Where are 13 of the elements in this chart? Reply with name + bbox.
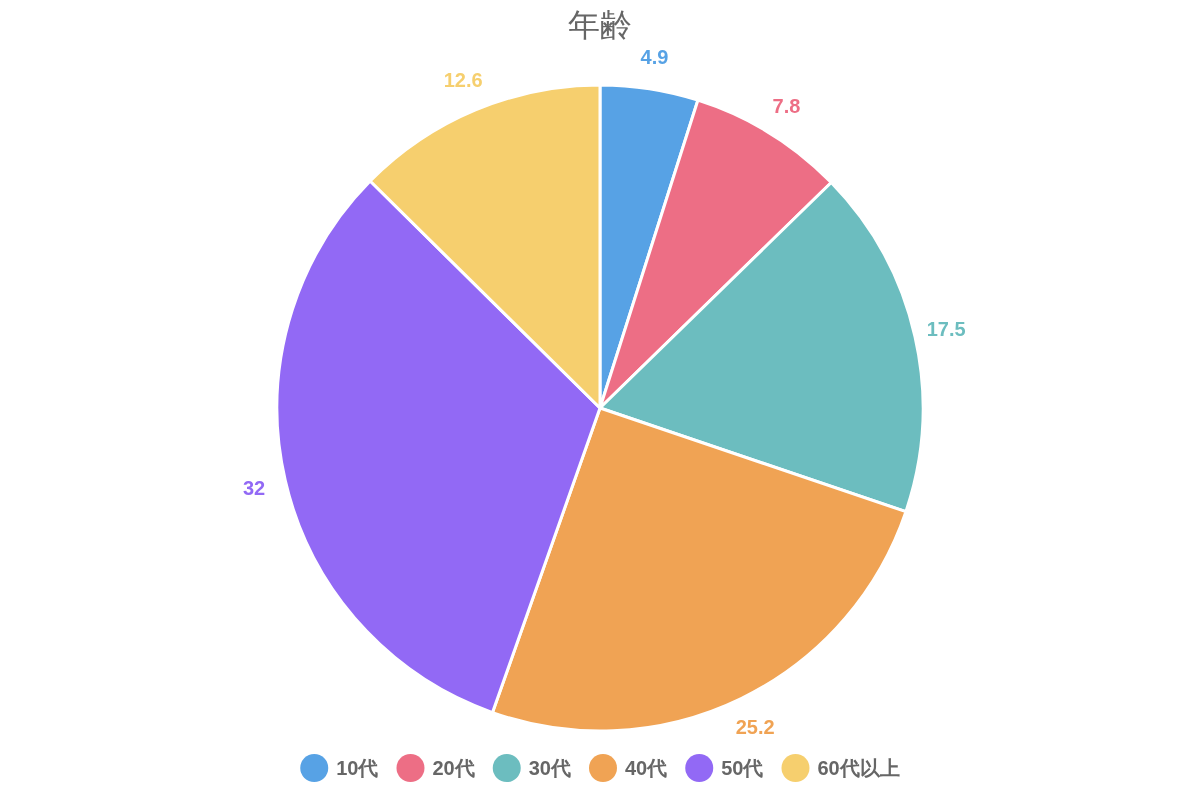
data-label: 32 [242, 476, 266, 499]
chart-title: 年齢 [568, 7, 632, 43]
legend-label: 40代 [625, 757, 668, 779]
legend-label: 20代 [432, 757, 475, 779]
data-label: 25.2 [735, 716, 775, 739]
data-label: 17.5 [926, 318, 966, 341]
legend-label: 60代以上 [817, 757, 900, 779]
data-label: 7.8 [772, 94, 801, 117]
data-label: 12.6 [443, 69, 483, 92]
data-label: 4.9 [640, 46, 669, 69]
legend-label: 50代 [721, 757, 764, 779]
legend-label: 10代 [336, 757, 379, 779]
legend-label: 30代 [528, 757, 571, 779]
